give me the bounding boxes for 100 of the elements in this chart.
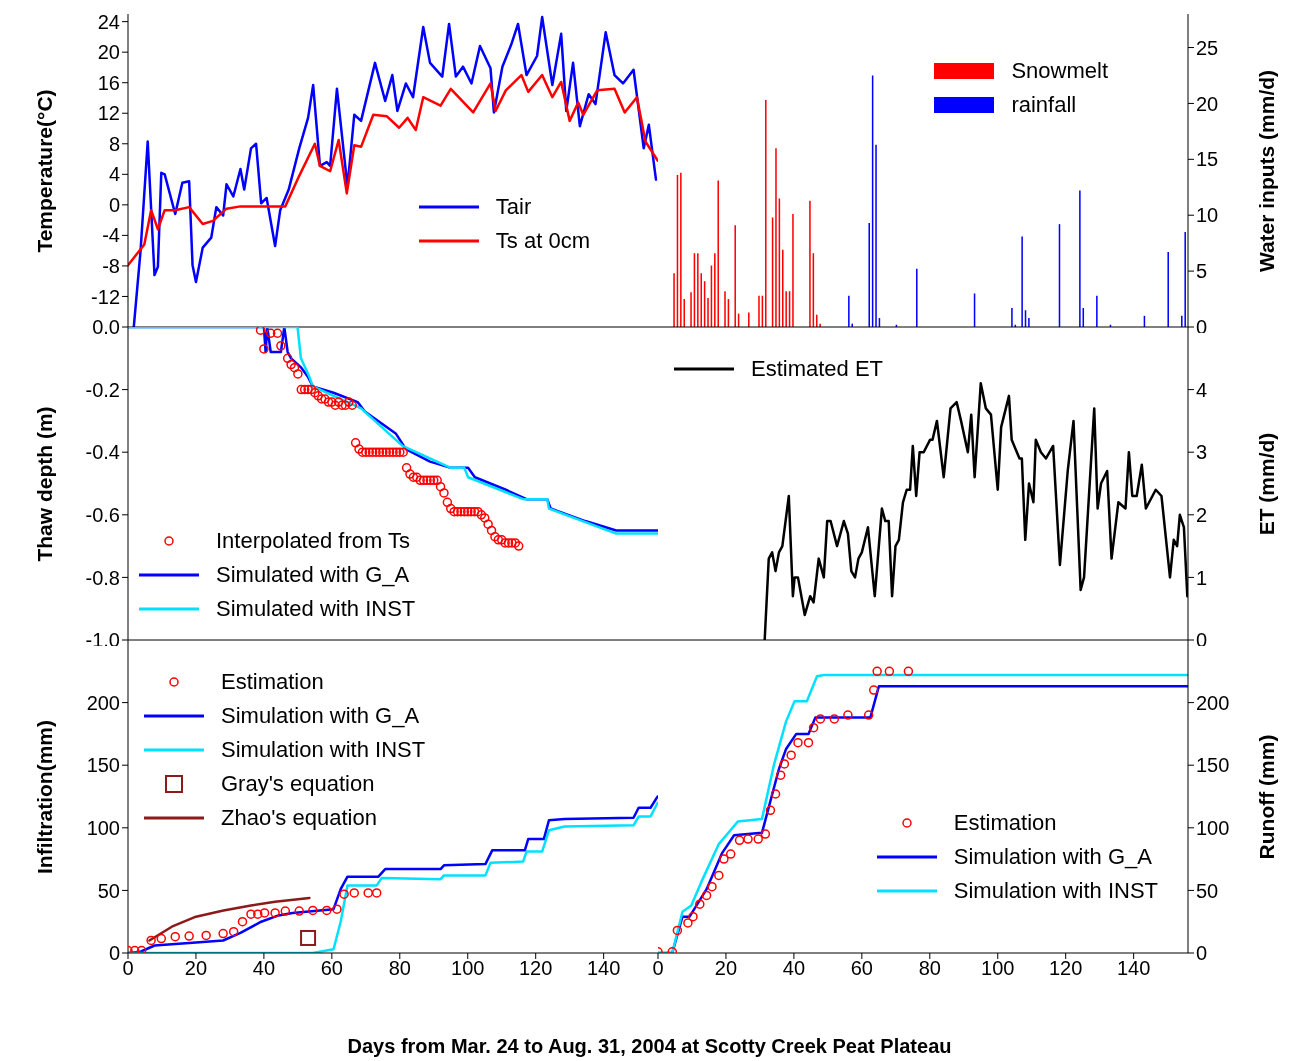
point: [770, 789, 781, 799]
point: [339, 889, 349, 899]
point: [136, 945, 147, 953]
point: [253, 909, 263, 919]
legend-label: Simulation with G_A: [221, 703, 420, 729]
y-tick-label: 20: [97, 41, 120, 64]
point: [714, 870, 724, 881]
y-tick-label: 0: [1196, 942, 1208, 965]
legend-label: Estimation: [953, 810, 1057, 836]
legend-label: Simulation with G_A: [953, 844, 1152, 870]
point: [760, 829, 771, 839]
legend-label: Simulation with INST: [953, 878, 1158, 904]
legend-label: Gray's equation: [221, 771, 375, 797]
x-tick-label: 80: [918, 957, 941, 980]
legend-label: Snowmelt: [1011, 58, 1108, 84]
y-tick-label: 150: [86, 754, 120, 777]
y-tick-label: -12: [91, 285, 120, 308]
y-tick-label: 0: [108, 193, 120, 216]
x-tick-label: 120: [1049, 957, 1083, 980]
point: [201, 930, 211, 941]
point: [683, 918, 693, 928]
point: [218, 928, 228, 939]
point: [672, 925, 683, 936]
point: [701, 890, 712, 901]
legend-label: rainfall: [1011, 92, 1077, 118]
y-tick-label: 150: [1196, 754, 1230, 777]
y-tick-label: 4: [108, 163, 120, 186]
x-tick-label: 120: [519, 957, 553, 980]
point: [237, 916, 248, 927]
x-tick-label: 140: [1116, 957, 1151, 980]
y-tick-label: 20: [1196, 92, 1219, 115]
point: [903, 666, 914, 677]
point: [815, 714, 826, 724]
point: [146, 935, 156, 946]
point: [829, 714, 840, 724]
y-tick-label: 50: [97, 879, 120, 902]
point: [246, 909, 256, 919]
y-tick-label: 200: [86, 691, 120, 714]
y-tick-label: 0: [108, 942, 120, 965]
y-tick-label: 200: [1196, 691, 1230, 714]
y-tick-label: 100: [86, 816, 120, 839]
point: [371, 888, 382, 898]
point: [228, 926, 239, 937]
y-tick-label: 25: [1196, 36, 1219, 59]
point: [294, 906, 304, 916]
point: [725, 849, 736, 859]
x-tick-label: 0: [122, 957, 134, 980]
y-tick-label: 1: [1196, 566, 1208, 589]
y-axis-title: Thaw depth (m): [33, 405, 57, 562]
y-axis-title: Water inputs (mm/d): [1255, 69, 1279, 272]
point: [349, 888, 360, 898]
y-tick-label: 10: [1196, 204, 1219, 227]
point: [786, 750, 796, 760]
point: [259, 908, 270, 918]
point: [775, 770, 786, 780]
x-tick-label: 80: [388, 957, 411, 980]
legend-label: Ts at 0cm: [495, 228, 590, 254]
point: [707, 881, 717, 892]
x-tick-label: 0: [652, 957, 664, 980]
y-tick-label: 100: [1196, 816, 1230, 839]
legend-label: Simulated with G_A: [216, 562, 410, 588]
y-axis-title: Temperature(°C): [33, 88, 57, 253]
point: [793, 737, 803, 748]
y-tick-label: -0.4: [85, 441, 120, 464]
point: [332, 904, 342, 914]
x-tick-label: 20: [184, 957, 208, 980]
y-tick-label: 2: [1196, 503, 1208, 526]
point: [363, 888, 373, 898]
y-tick-label: -0.2: [85, 378, 120, 401]
point: [779, 759, 790, 769]
point: [688, 911, 698, 922]
point: [322, 905, 332, 916]
point: [884, 666, 895, 677]
point: [184, 931, 194, 941]
y-axis-title: Infiltration(mm): [33, 719, 57, 874]
x-tick-label: 140: [586, 957, 621, 980]
legend-label: Simulated with INST: [216, 596, 416, 622]
legend-label: Estimated ET: [751, 356, 884, 382]
line-series: [128, 73, 658, 267]
point: [130, 945, 140, 953]
point: [280, 906, 291, 916]
y-tick-label: 15: [1196, 148, 1219, 171]
point: [734, 835, 745, 846]
point: [808, 722, 819, 733]
point: [308, 905, 318, 916]
x-tick-label: 40: [252, 957, 276, 980]
y-tick-label: -0.8: [85, 566, 120, 589]
x-tick-label: 60: [320, 957, 343, 980]
x-tick-label: 20: [714, 957, 738, 980]
y-tick-label: 4: [1196, 378, 1208, 401]
y-tick-label: 50: [1196, 879, 1219, 902]
y-tick-label: 0.0: [92, 316, 120, 339]
point: [753, 834, 763, 844]
y-tick-label: 5: [1196, 260, 1208, 283]
y-tick-label: -4: [102, 224, 120, 247]
point: [803, 737, 814, 748]
point: [743, 834, 753, 844]
point: [843, 710, 853, 720]
legend-label: Simulation with INST: [221, 737, 426, 763]
y-tick-label: 12: [97, 102, 120, 125]
